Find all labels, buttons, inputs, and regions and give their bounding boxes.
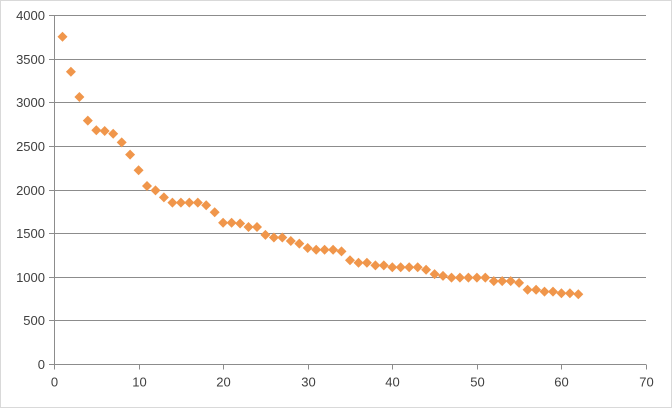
data-point xyxy=(226,217,237,228)
x-tick-label: 10 xyxy=(132,375,146,390)
data-point xyxy=(311,244,322,255)
data-point xyxy=(65,66,76,77)
data-point xyxy=(235,218,246,229)
data-point xyxy=(454,272,465,283)
data-point xyxy=(243,222,254,232)
data-point xyxy=(108,128,119,139)
data-point xyxy=(531,284,542,295)
x-tick-label: 40 xyxy=(385,375,399,390)
data-point xyxy=(57,31,68,42)
data-point xyxy=(446,272,457,283)
data-point xyxy=(488,276,499,287)
data-point xyxy=(116,137,127,148)
data-point xyxy=(556,288,567,299)
data-point xyxy=(133,165,144,176)
y-tick-label: 1000 xyxy=(16,270,45,285)
data-point xyxy=(353,257,364,268)
data-point xyxy=(438,270,448,281)
data-point xyxy=(268,232,279,243)
data-point xyxy=(209,207,220,218)
data-point xyxy=(167,197,178,208)
data-point xyxy=(125,149,136,160)
data-point xyxy=(142,181,152,191)
x-tick-label: 20 xyxy=(216,375,230,390)
data-point xyxy=(285,236,296,246)
data-point xyxy=(573,289,584,300)
data-point xyxy=(345,255,355,266)
x-tick-label: 30 xyxy=(301,375,315,390)
data-point xyxy=(412,262,423,273)
y-tick-label: 2000 xyxy=(16,183,45,198)
data-point xyxy=(260,229,271,240)
data-point xyxy=(378,260,389,271)
data-point xyxy=(336,246,347,257)
x-tick-label: 50 xyxy=(470,375,484,390)
data-point xyxy=(421,264,432,275)
x-tick-label: 70 xyxy=(639,375,653,390)
data-point xyxy=(564,288,575,299)
data-point xyxy=(463,272,474,283)
y-tick-label: 1500 xyxy=(16,226,45,241)
data-point xyxy=(319,244,330,255)
data-point xyxy=(294,238,305,249)
data-point xyxy=(514,277,525,288)
data-point xyxy=(539,286,550,297)
data-point xyxy=(184,197,195,208)
data-point xyxy=(302,243,313,253)
axes xyxy=(49,15,647,370)
data-point xyxy=(404,262,415,273)
data-point xyxy=(277,232,288,243)
data-point xyxy=(361,257,372,268)
data-points xyxy=(57,31,584,300)
data-point xyxy=(429,269,440,280)
y-tick-label: 3500 xyxy=(16,52,45,67)
data-point xyxy=(252,222,262,232)
data-point xyxy=(150,185,161,196)
data-point xyxy=(218,217,229,228)
data-point xyxy=(370,260,381,271)
data-point xyxy=(99,126,110,136)
x-tick-labels: 0 10 20 30 40 50 60 70 xyxy=(51,375,654,390)
data-point xyxy=(471,272,482,283)
data-point xyxy=(497,276,508,287)
y-tick-label: 3000 xyxy=(16,95,45,110)
data-point xyxy=(480,272,491,283)
x-tick-label: 60 xyxy=(554,375,568,390)
y-tick-label: 2500 xyxy=(16,139,45,154)
data-point xyxy=(387,262,398,273)
y-tick-label: 4000 xyxy=(16,8,45,23)
data-point xyxy=(158,192,169,203)
y-tick-label: 500 xyxy=(23,313,45,328)
x-tick-label: 0 xyxy=(51,375,58,390)
data-point xyxy=(175,197,186,208)
data-point xyxy=(82,115,93,126)
data-point xyxy=(328,244,339,255)
data-point xyxy=(192,197,203,208)
y-tick-labels: 0 500 1000 1500 2000 2500 3000 3500 4000 xyxy=(16,8,45,372)
data-point xyxy=(395,262,406,273)
data-point xyxy=(201,200,212,211)
data-point xyxy=(522,284,533,295)
data-point xyxy=(505,276,516,287)
data-point xyxy=(74,92,85,102)
gridlines xyxy=(54,15,646,321)
data-point xyxy=(548,286,558,297)
data-point xyxy=(91,125,102,136)
y-tick-label: 0 xyxy=(38,357,45,372)
